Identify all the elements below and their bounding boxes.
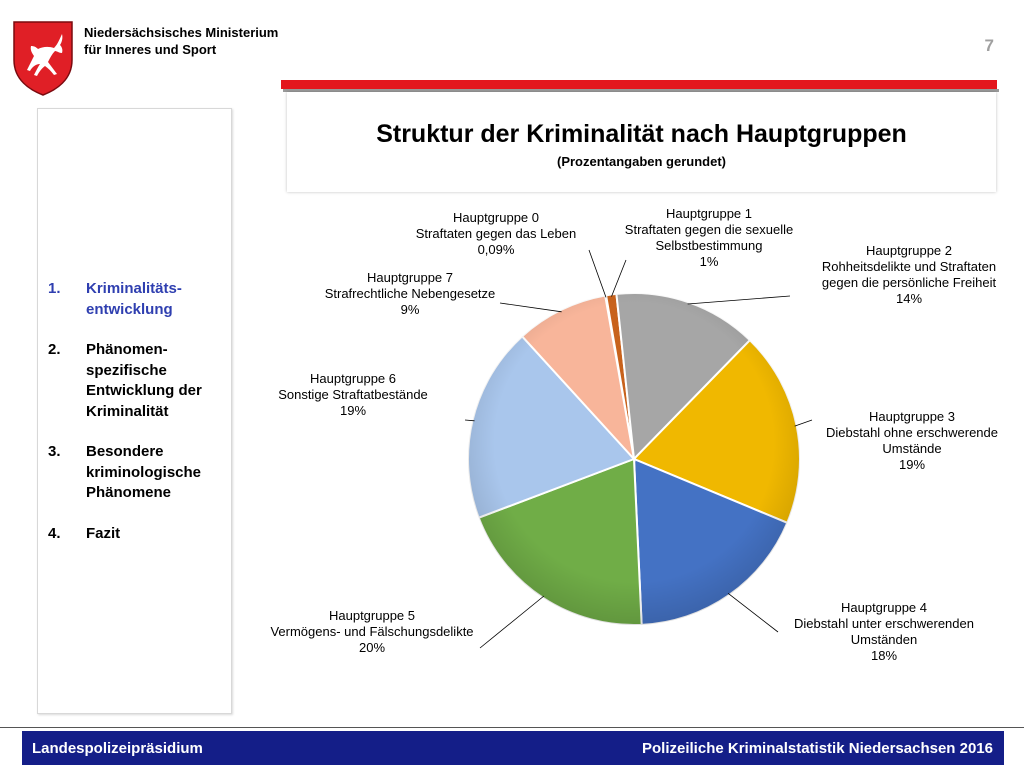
agenda-item-number: 1.: [48, 280, 61, 297]
slice-description: Straftaten gegen das Leben: [416, 226, 576, 241]
agenda-item-number: 2.: [48, 341, 61, 358]
slice-value-label: 9%: [401, 302, 420, 317]
agenda-item-text: entwicklung: [86, 300, 173, 318]
agenda-item-text: spezifische: [86, 361, 167, 379]
chart-title: Struktur der Kriminalität nach Hauptgrup…: [376, 120, 907, 148]
slice-name: Hauptgruppe 6: [310, 371, 396, 386]
page-number: 7: [984, 36, 994, 55]
slice-name: Hauptgruppe 1: [666, 206, 752, 221]
slice-name: Hauptgruppe 7: [367, 270, 453, 285]
slice-value-label: 19%: [899, 457, 925, 472]
agenda-sidebar: 1. Kriminalitäts-entwicklung 2. Phänomen-sp…: [37, 108, 232, 714]
chart-subtitle: (Prozentangaben gerundet): [556, 154, 726, 169]
agenda-item-text: kriminologische: [86, 463, 202, 481]
slice-value-label: 1%: [700, 254, 719, 269]
slice-value-label: 14%: [896, 291, 922, 306]
slice-value-label: 19%: [340, 403, 366, 418]
slice-description: Strafrechtliche Nebengesetze: [325, 286, 496, 301]
slice-description: Sonstige Straftatbestände: [278, 387, 428, 402]
agenda-item-text: Phänomen-: [86, 341, 168, 358]
footer-organization: Landespolizeipräsidium: [32, 740, 203, 757]
leader-line-0: [588, 249, 607, 298]
agenda-item-2[interactable]: 2. Phänomen-spezifische Entwicklung der Kri…: [38, 340, 226, 422]
title-box: Struktur der Kriminalität nach Hauptgrup…: [287, 92, 996, 192]
slice-description: Rohheitsdelikte und Straftaten: [822, 259, 996, 274]
leader-line-4: [727, 592, 779, 633]
agenda-item-number: 3.: [48, 443, 61, 460]
agenda-item-text: Besondere: [86, 443, 164, 460]
slice-name: Hauptgruppe 2: [866, 243, 952, 258]
agenda-item-number: 4.: [48, 524, 61, 542]
agenda-list: 1. Kriminalitäts-entwicklung 2. Phänomen-sp…: [38, 279, 226, 564]
slice-name: Hauptgruppe 0: [453, 210, 539, 225]
coat-of-arms-logo: [13, 21, 73, 96]
slice-name: Hauptgruppe 3: [869, 409, 955, 424]
slice-description: Diebstahl ohne erschwerende: [826, 425, 998, 440]
slice-description: Straftaten gegen die sexuelle: [625, 222, 793, 237]
leader-line-1: [611, 259, 627, 297]
agenda-item-4[interactable]: 4. Fazit: [38, 524, 226, 545]
slice-description: gegen die persönliche Freiheit: [822, 275, 997, 290]
horse-icon: [27, 34, 63, 76]
slice-name: Hauptgruppe 5: [329, 608, 415, 623]
agenda-item-text: Phänomene: [86, 484, 172, 501]
agenda-item-1[interactable]: 1. Kriminalitäts-entwicklung: [38, 279, 226, 320]
agenda-item-3[interactable]: 3. Besondere kriminologische Phänomene: [38, 442, 226, 504]
slice-value-label: 18%: [871, 648, 897, 663]
slice-description: Umständen: [851, 632, 917, 647]
footer-publication: Polizeiliche Kriminalstatistik Niedersac…: [642, 740, 993, 757]
slice-description: Selbstbestimmung: [656, 238, 763, 253]
ministry-line-2: für Inneres und Sport: [84, 42, 217, 57]
header-accent-bar: [281, 80, 997, 89]
ministry-line-1: Niedersächsisches Ministerium: [84, 25, 279, 40]
leader-line-3: [794, 419, 813, 427]
footer-divider: [0, 727, 1024, 728]
slice-description: Diebstahl unter erschwerenden: [794, 616, 974, 631]
leader-line-2: [687, 295, 791, 305]
leader-line-6: [464, 419, 475, 422]
agenda-item-text: Entwicklung der: [86, 382, 202, 399]
ministry-name: Niedersächsisches Ministerium für Innere…: [84, 24, 278, 58]
agenda-item-text: Fazit: [86, 524, 121, 542]
agenda-item-text: Kriminalität: [86, 402, 169, 420]
slice-value-label: 0,09%: [478, 242, 515, 257]
footer-bar: Landespolizeipräsidium Polizeiliche Krim…: [22, 731, 1004, 765]
slice-description: Vermögens- und Fälschungsdelikte: [270, 624, 473, 639]
slice-name: Hauptgruppe 4: [841, 600, 927, 615]
slice-value-label: 20%: [359, 640, 385, 655]
header-accent-shadow: [283, 89, 999, 92]
agenda-item-text: Kriminalitäts-: [86, 280, 182, 297]
leader-line-5: [479, 595, 545, 649]
leader-line-7: [499, 302, 562, 313]
slice-description: Umstände: [882, 441, 941, 456]
